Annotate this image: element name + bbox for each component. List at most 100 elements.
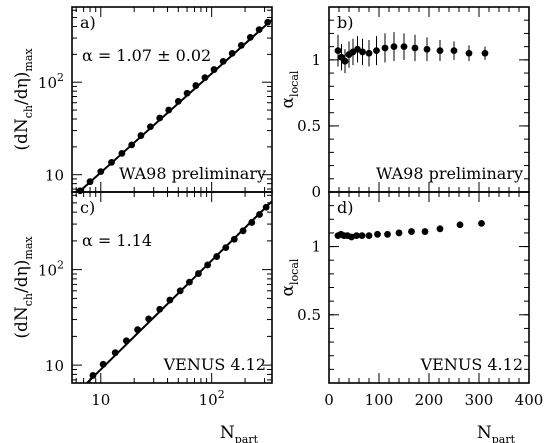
alpha-annotation: α = 1.07 ± 0.02	[82, 46, 211, 65]
tick-marks	[72, 192, 272, 383]
data-point	[183, 89, 191, 97]
panel-d: 0.5 1 0 100 200 300 400 Npart αlocal d) VENUS 4.12	[278, 191, 544, 443]
data-point	[255, 26, 263, 34]
data-point	[192, 82, 200, 89]
y-tick-label: 1	[311, 51, 321, 69]
data-point	[411, 44, 419, 52]
panel-label: a)	[80, 13, 96, 32]
data-point	[86, 178, 94, 186]
data-point	[230, 235, 238, 243]
dataset-caption: VENUS 4.12	[420, 355, 523, 374]
data-point	[365, 232, 373, 240]
panel-c: 10 102 10 102 Npart (dNch/dη)max c) α = 1.14 VEN…	[12, 191, 273, 443]
data-point	[381, 44, 389, 52]
panel-label: d)	[337, 198, 353, 217]
data-point	[465, 49, 473, 57]
data-point	[99, 360, 107, 368]
data-point	[374, 230, 381, 238]
data-point	[166, 296, 174, 304]
y-axis-label: (dNch/dη)max	[12, 236, 35, 339]
data-point	[334, 47, 342, 55]
data-point	[122, 337, 130, 345]
alpha-annotation: α = 1.14	[82, 231, 152, 250]
data-point	[390, 43, 398, 51]
data-point	[436, 225, 444, 233]
data-point	[358, 232, 366, 240]
dataset-caption: WA98 preliminary	[119, 164, 266, 183]
data-point	[246, 33, 254, 41]
y-tick-label: 10	[45, 167, 64, 185]
x-tick-label: 0	[324, 391, 334, 409]
data-point	[89, 372, 97, 379]
x-tick-label: 100	[365, 391, 394, 409]
data-point	[237, 41, 245, 49]
tick-marks	[72, 7, 272, 192]
data-point	[341, 57, 349, 65]
data-point	[137, 132, 145, 139]
data-point	[353, 232, 360, 240]
data-point	[359, 48, 366, 56]
data-point	[76, 187, 84, 195]
data-point	[210, 66, 218, 73]
panel-b: 0 0.5 1 αlocal b) WA98 preliminary	[278, 6, 530, 201]
data-point	[354, 45, 361, 53]
y-tick-label: 0	[311, 183, 321, 201]
data-point	[436, 47, 444, 55]
data-point	[239, 227, 247, 235]
panel-frame	[71, 191, 273, 384]
data-point	[478, 219, 485, 227]
x-tick-label: 200	[415, 391, 444, 409]
power-law-fit-line	[77, 18, 272, 192]
data-point	[213, 253, 221, 260]
data-point	[118, 149, 126, 157]
data-point	[156, 305, 164, 313]
y-tick-label: 0.5	[297, 117, 321, 135]
y-tick-label: 102	[38, 259, 64, 280]
data-point	[219, 57, 227, 65]
data-point	[248, 219, 256, 226]
data-point	[108, 158, 115, 166]
dataset-caption: VENUS 4.12	[163, 355, 266, 374]
data-point	[408, 228, 415, 235]
data-point	[111, 349, 119, 357]
x-axis-label: Npart	[477, 423, 516, 443]
data-point	[186, 278, 193, 286]
data-point	[195, 270, 202, 277]
data-point	[165, 106, 173, 114]
data-point	[450, 47, 458, 55]
y-axis-label: (dNch/dη)max	[12, 48, 35, 151]
data-point	[204, 261, 212, 269]
data-point	[176, 287, 184, 295]
data-point	[145, 315, 153, 323]
data-point	[262, 203, 270, 211]
x-tick-label: 400	[515, 391, 544, 409]
panel-a: 10 102(dNch/dη)max a) α = 1.07 ± 0.02 WA98 p…	[12, 6, 273, 195]
tick-marks	[328, 6, 530, 193]
data-point	[146, 123, 154, 131]
data-point	[264, 18, 272, 26]
data-point	[400, 43, 408, 51]
data-point	[128, 141, 136, 149]
tick-marks	[328, 191, 530, 384]
y-axis-label: αlocal	[278, 258, 301, 296]
data-point	[481, 49, 489, 57]
y-tick-label: 1	[311, 238, 321, 256]
y-tick-label: 10	[45, 357, 64, 375]
x-tick-label: 102	[199, 388, 225, 409]
dataset-caption: WA98 preliminary	[376, 164, 523, 183]
data-point	[201, 74, 209, 82]
data-point	[395, 229, 403, 237]
data-point	[373, 47, 380, 55]
y-tick-label: 102	[38, 71, 64, 92]
panel-label: b)	[337, 13, 353, 32]
data-point	[421, 228, 429, 235]
data-point	[222, 244, 230, 252]
data-point	[156, 114, 164, 122]
panel-label: c)	[80, 198, 95, 217]
data-point	[256, 211, 263, 218]
x-axis-label: Npart	[220, 423, 259, 443]
y-tick-label: 0.5	[297, 306, 321, 324]
data-point	[456, 221, 464, 229]
data-point	[365, 49, 373, 57]
